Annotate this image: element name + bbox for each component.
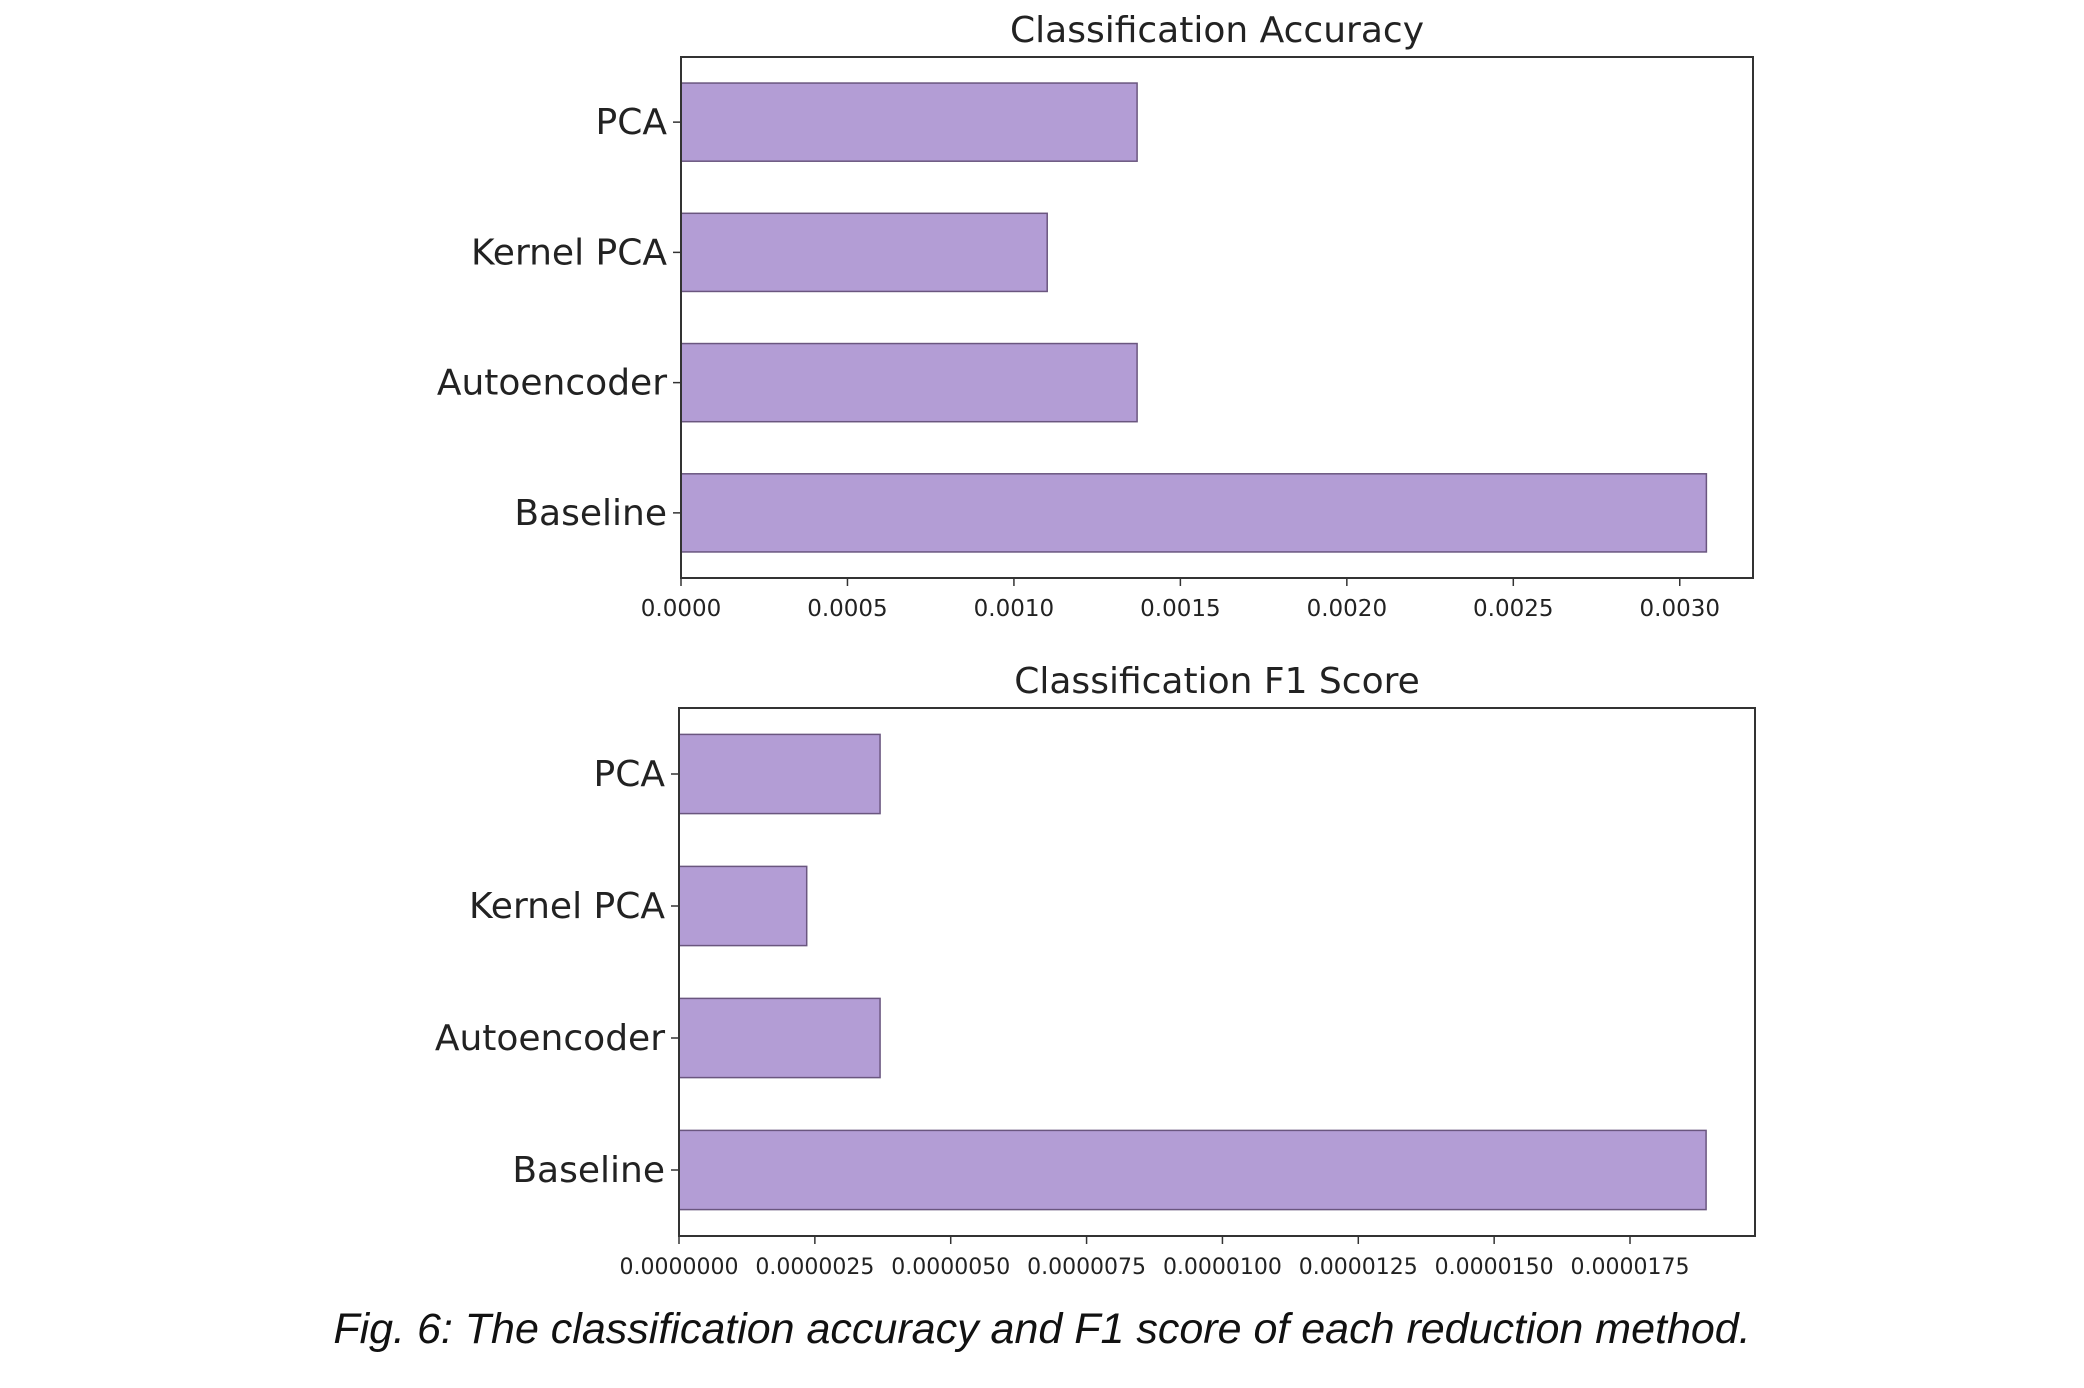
y-tick-label: Autoencoder	[435, 1018, 665, 1059]
bar	[678, 1129, 1707, 1211]
y-tick-label: Autoencoder	[437, 363, 667, 404]
plot-frame	[680, 56, 1754, 579]
bar	[680, 82, 1138, 162]
plot-frame	[678, 707, 1756, 1237]
x-tick-label: 0.0030	[1640, 596, 1720, 622]
x-tick-label: 0.0000050	[891, 1255, 1010, 1280]
chart-1: Classification Accuracy PCA Kernel PCA Auto…	[437, 10, 1754, 622]
x-tick-label: 0.0000125	[1299, 1255, 1418, 1280]
x-tick-label: 0.0000000	[620, 1255, 739, 1280]
x-tick-label: 0.0000	[641, 596, 721, 622]
chart-2: Classification F1 Score PCA Kernel PCA Auto…	[435, 661, 1756, 1280]
bar	[678, 865, 808, 947]
x-tick-label: 0.0010	[974, 596, 1054, 622]
bar	[680, 212, 1048, 293]
x-tick-label: 0.0000025	[755, 1255, 874, 1280]
x-tick-label: 0.0005	[807, 596, 887, 622]
bar	[678, 997, 881, 1079]
y-tick-label: Kernel PCA	[471, 232, 667, 273]
x-tick-label: 0.0000175	[1571, 1255, 1690, 1280]
y-tick-label: PCA	[596, 102, 668, 143]
x-tick-label: 0.0000150	[1435, 1255, 1554, 1280]
bar	[680, 342, 1138, 423]
chart-title: Classification Accuracy	[1010, 10, 1424, 51]
x-tick-label: 0.0000075	[1027, 1255, 1146, 1280]
bar	[678, 733, 881, 815]
x-tick-label: 0.0025	[1473, 596, 1553, 622]
x-tick-label: 0.0020	[1307, 596, 1387, 622]
y-tick-label: Kernel PCA	[469, 886, 665, 927]
y-tick-label: Baseline	[514, 493, 667, 534]
x-tick-label: 0.0000100	[1163, 1255, 1282, 1280]
y-tick-label: Baseline	[512, 1150, 665, 1191]
figure-caption: Fig. 6: The classification accuracy and …	[333, 1305, 1751, 1353]
bar	[680, 473, 1708, 553]
x-tick-label: 0.0015	[1140, 596, 1220, 622]
chart-title: Classification F1 Score	[1014, 661, 1420, 702]
y-tick-label: PCA	[594, 754, 666, 795]
